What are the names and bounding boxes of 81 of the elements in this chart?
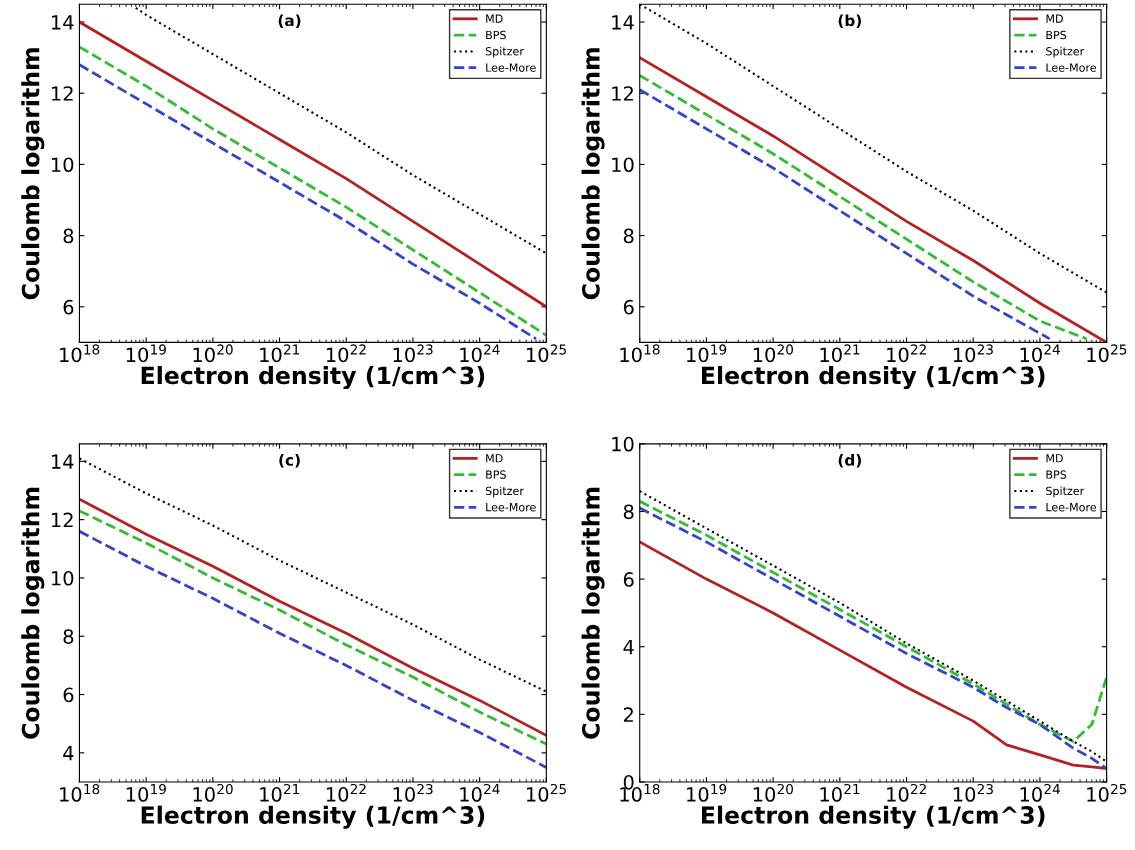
- annotation: (c): [279, 454, 300, 468]
- x-tick-label: 10$^{19}$: [687, 783, 727, 802]
- y-axis-title: Coulomb logarithm: [21, 48, 45, 300]
- y-tick-label: 8: [623, 504, 634, 520]
- y-tick-label: 8: [63, 228, 74, 244]
- legend-label: Spitzer: [485, 46, 524, 58]
- x-tick-label: 10$^{18}$: [620, 344, 660, 363]
- x-tick-label: 10$^{18}$: [60, 783, 100, 802]
- legend-label: Spitzer: [1046, 46, 1085, 58]
- x-tick-label: 10$^{21}$: [260, 344, 300, 363]
- y-tick-label: 6: [63, 299, 74, 315]
- line-series: [79, 529, 547, 769]
- x-tick-label: 10$^{19}$: [126, 783, 166, 802]
- y-tick-label: 6: [623, 299, 634, 315]
- legend-label: Lee-More: [1046, 63, 1097, 72]
- y-tick-label: 14: [612, 15, 634, 30]
- y-axis-title: Coulomb logarithm: [581, 48, 605, 300]
- x-tick-label: 10$^{24}$: [1020, 344, 1060, 363]
- x-tick-label: 10$^{23}$: [953, 344, 993, 363]
- legend-label: Lee-More: [486, 503, 536, 512]
- x-tick-label: 10$^{24}$: [460, 783, 500, 802]
- x-tick-label: 10$^{21}$: [260, 783, 300, 802]
- x-tick-label: 10$^{25}$: [1087, 344, 1127, 363]
- legend-label: BPS: [1046, 30, 1067, 40]
- legend-label: Spitzer: [1046, 486, 1085, 498]
- y-tick-label: 12: [612, 86, 633, 101]
- x-tick-label: 10$^{24}$: [1020, 783, 1060, 802]
- x-tick-label: 10$^{20}$: [193, 344, 233, 363]
- legend-label: Lee-More: [1046, 503, 1097, 512]
- x-tick-label: 10$^{21}$: [820, 344, 860, 363]
- y-tick-label: 10: [612, 436, 634, 452]
- legend-label: Spitzer: [485, 486, 524, 498]
- y-tick-label: 12: [51, 86, 73, 101]
- y-tick-label: 12: [51, 512, 73, 528]
- y-tick-label: 14: [51, 454, 74, 469]
- y-tick-label: 6: [63, 687, 74, 703]
- x-tick-label: 10$^{23}$: [393, 344, 433, 363]
- x-tick-label: 10$^{25}$: [527, 344, 566, 363]
- y-tick-label: 4: [623, 639, 634, 655]
- x-tick-label: 10$^{20}$: [753, 783, 793, 802]
- x-tick-label: 10$^{23}$: [393, 783, 433, 802]
- y-tick-label: 2: [623, 707, 633, 722]
- legend-label: MD: [486, 14, 503, 23]
- annotation: (a): [278, 14, 301, 29]
- legend-label: Lee-More: [486, 63, 536, 72]
- legend-label: MD: [1046, 454, 1063, 463]
- x-axis-title: Electron density (1/cm^3): [702, 805, 1045, 829]
- x-tick-label: 10$^{22}$: [326, 783, 366, 802]
- y-tick-label: 10: [612, 157, 634, 173]
- x-tick-label: 10$^{22}$: [326, 344, 366, 363]
- legend-label: MD: [486, 454, 503, 463]
- legend-label: BPS: [486, 470, 506, 479]
- y-axis-title: Coulomb logarithm: [581, 487, 605, 739]
- y-tick-label: 14: [51, 15, 74, 30]
- x-tick-label: 10$^{19}$: [126, 344, 166, 363]
- y-tick-label: 8: [623, 228, 634, 244]
- x-tick-label: 10$^{21}$: [820, 783, 860, 802]
- y-tick-label: 10: [51, 157, 74, 173]
- y-tick-label: 8: [63, 629, 74, 644]
- y-tick-label: 6: [623, 572, 634, 587]
- annotation: (d): [838, 453, 861, 468]
- x-axis-title: Electron density (1/cm^3): [141, 805, 485, 829]
- y-tick-label: 4: [63, 746, 74, 761]
- x-tick-label: 10$^{20}$: [193, 783, 233, 802]
- y-axis-title: Coulomb logarithm: [21, 487, 45, 739]
- legend-label: BPS: [486, 30, 506, 40]
- legend-label: BPS: [1046, 470, 1067, 479]
- y-tick-label: 10: [51, 570, 74, 586]
- x-tick-label: 10$^{25}$: [527, 783, 566, 802]
- x-axis-title: Electron density (1/cm^3): [702, 366, 1045, 390]
- x-tick-label: 10$^{18}$: [60, 344, 100, 363]
- x-tick-label: 10$^{22}$: [887, 344, 926, 363]
- x-tick-label: 10$^{25}$: [1087, 783, 1127, 802]
- annotation: (b): [838, 14, 861, 29]
- x-tick-label: 10$^{22}$: [887, 783, 926, 802]
- x-tick-label: 10$^{24}$: [460, 344, 500, 363]
- legend-label: MD: [1046, 14, 1063, 23]
- x-tick-label: 10$^{23}$: [953, 783, 993, 802]
- x-tick-label: 10$^{19}$: [687, 344, 727, 363]
- x-tick-label: 10$^{20}$: [753, 344, 793, 363]
- x-axis-title: Electron density (1/cm^3): [141, 366, 485, 390]
